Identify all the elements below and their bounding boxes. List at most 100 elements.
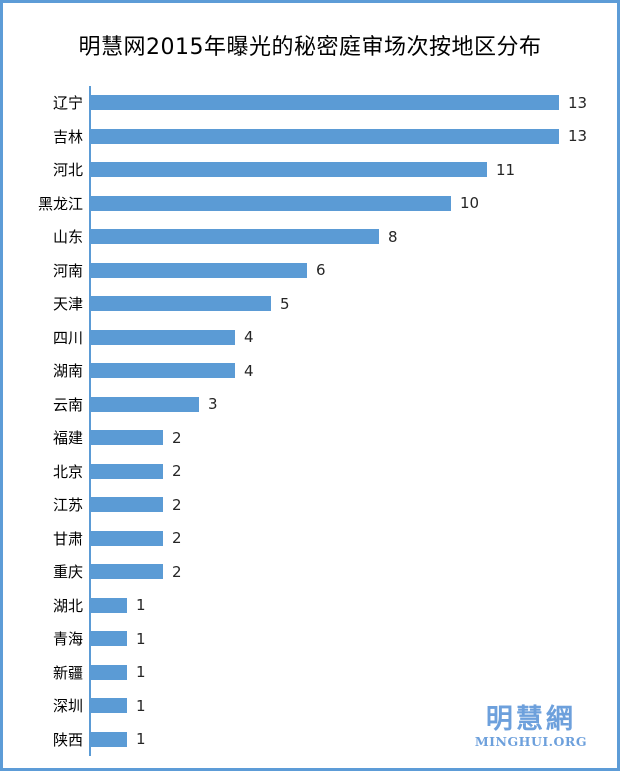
bar-row: 天津 5 <box>3 287 617 321</box>
bar-track: 5 <box>91 287 290 321</box>
category-label: 云南 <box>52 395 83 414</box>
value-label: 4 <box>244 328 254 347</box>
value-label: 2 <box>172 529 182 548</box>
bar <box>91 698 127 714</box>
bar-track: 2 <box>91 455 182 489</box>
bar-row: 湖北 1 <box>3 589 617 623</box>
bar-track: 3 <box>91 388 218 422</box>
watermark-cjk-text: 明慧網 <box>485 703 576 735</box>
bar-track: 2 <box>91 555 182 589</box>
value-label: 2 <box>172 562 182 581</box>
bar <box>91 597 127 613</box>
category-label: 青海 <box>52 630 83 649</box>
category-label: 山东 <box>52 228 83 247</box>
bar-row: 江苏 2 <box>3 488 617 522</box>
value-label: 13 <box>568 127 588 146</box>
bar <box>91 95 559 111</box>
bar-row: 山东 8 <box>3 220 617 254</box>
bar <box>91 631 127 647</box>
category-label: 深圳 <box>52 697 83 716</box>
chart-title: 明慧网2015年曝光的秘密庭审场次按地区分布 <box>78 35 542 60</box>
category-label: 陕西 <box>52 730 83 749</box>
category-label: 湖北 <box>52 596 83 615</box>
value-label: 1 <box>136 596 146 615</box>
category-label: 新疆 <box>52 663 83 682</box>
bar-row: 吉林 13 <box>3 120 617 154</box>
minghui-watermark: 明慧網 MINGHUI.ORG <box>475 706 587 749</box>
value-label: 13 <box>568 93 588 112</box>
value-label: 4 <box>244 361 254 380</box>
value-label: 1 <box>136 629 146 648</box>
value-label: 3 <box>208 395 218 414</box>
category-label: 福建 <box>52 429 83 448</box>
category-label: 辽宁 <box>52 94 83 113</box>
bar-row: 陕西 1 <box>3 723 617 757</box>
bar-track: 6 <box>91 254 326 288</box>
value-label: 11 <box>496 160 516 179</box>
bar-track: 13 <box>91 120 587 154</box>
bar-row: 河南 6 <box>3 254 617 288</box>
bar <box>91 262 307 278</box>
bar-track: 1 <box>91 589 146 623</box>
value-label: 2 <box>172 462 182 481</box>
value-label: 6 <box>316 261 326 280</box>
value-label: 1 <box>136 696 146 715</box>
bar-track: 1 <box>91 656 146 690</box>
value-label: 5 <box>280 294 290 313</box>
bar-track: 10 <box>91 187 479 221</box>
bar-row: 四川 4 <box>3 321 617 355</box>
bar-row: 青海 1 <box>3 622 617 656</box>
category-label: 甘肃 <box>52 529 83 548</box>
category-label: 天津 <box>52 295 83 314</box>
value-label: 1 <box>136 663 146 682</box>
bar-track: 1 <box>91 723 146 757</box>
bar-track: 1 <box>91 622 146 656</box>
bar-track: 8 <box>91 220 398 254</box>
value-label: 2 <box>172 495 182 514</box>
bar <box>91 296 271 312</box>
bar <box>91 329 235 345</box>
value-label: 10 <box>460 194 480 213</box>
category-label: 吉林 <box>52 127 83 146</box>
bar-track: 13 <box>91 86 587 120</box>
bar <box>91 396 199 412</box>
bar <box>91 497 163 513</box>
bar <box>91 530 163 546</box>
bar-row: 黑龙江 10 <box>3 187 617 221</box>
bar-row: 北京 2 <box>3 455 617 489</box>
category-label: 河南 <box>52 261 83 280</box>
bar-track: 2 <box>91 421 182 455</box>
bar <box>91 731 127 747</box>
watermark-latin-text: MINGHUI.ORG <box>474 733 587 749</box>
bar-rows: 辽宁 13 吉林 13 河北 11 黑龙江 10 山东 8 <box>3 86 617 756</box>
bar-row: 重庆 2 <box>3 555 617 589</box>
bar-row: 河北 11 <box>3 153 617 187</box>
value-label: 1 <box>136 730 146 749</box>
plot-area: 辽宁 13 吉林 13 河北 11 黑龙江 10 山东 8 <box>3 86 617 756</box>
bar-row: 云南 3 <box>3 388 617 422</box>
bar-track: 11 <box>91 153 515 187</box>
value-label: 8 <box>388 227 398 246</box>
bar <box>91 463 163 479</box>
y-axis-line <box>89 86 91 756</box>
bar <box>91 128 559 144</box>
bar-row: 新疆 1 <box>3 656 617 690</box>
bar <box>91 162 487 178</box>
category-label: 北京 <box>52 462 83 481</box>
bar-track: 2 <box>91 488 182 522</box>
category-label: 重庆 <box>52 563 83 582</box>
bar-track: 1 <box>91 689 146 723</box>
bar-row: 湖南 4 <box>3 354 617 388</box>
category-label: 河北 <box>52 161 83 180</box>
bar-row: 福建 2 <box>3 421 617 455</box>
bar <box>91 664 127 680</box>
bar-track: 2 <box>91 522 182 556</box>
bar-row: 甘肃 2 <box>3 522 617 556</box>
bar <box>91 430 163 446</box>
bar-track: 4 <box>91 321 254 355</box>
bar-row: 辽宁 13 <box>3 86 617 120</box>
bar <box>91 195 451 211</box>
category-label: 四川 <box>52 328 83 347</box>
value-label: 2 <box>172 428 182 447</box>
